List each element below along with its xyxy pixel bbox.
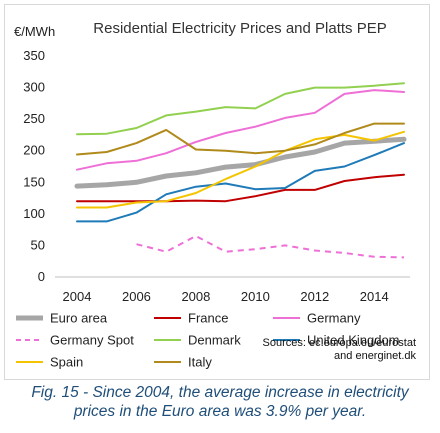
- y-tick-label: 300: [23, 80, 45, 95]
- y-axis-ticks: 0 50 100 150 200 250 300 350: [23, 48, 45, 284]
- x-tick-label: 2014: [360, 289, 389, 304]
- legend-label: Germany: [307, 311, 361, 326]
- y-tick-label: 0: [38, 269, 45, 284]
- y-tick-label: 150: [23, 174, 45, 189]
- series-line-germany-spot: [136, 235, 405, 259]
- y-tick-label: 50: [31, 237, 45, 252]
- chart-title: Residential Electricity Prices and Platt…: [93, 20, 386, 37]
- series-line-spain: [76, 130, 405, 209]
- x-tick-label: 2012: [300, 289, 329, 304]
- series-line-denmark: [76, 82, 405, 136]
- caption-line-2: prices in the Euro area was 3.9% per yea…: [73, 403, 367, 420]
- series-line-germany: [76, 89, 405, 171]
- x-axis-ticks: 2004 2006 2008 2010 2012 2014: [63, 289, 389, 304]
- y-tick-label: 250: [23, 111, 45, 126]
- series-line-united-kingdom: [76, 142, 405, 223]
- y-axis-label: €/MWh: [14, 24, 55, 39]
- x-tick-label: 2006: [122, 289, 151, 304]
- source-note-line1: Sources: ec.europa.eu/eurostat: [263, 337, 416, 349]
- y-tick-label: 350: [23, 48, 45, 63]
- legend-label: Italy: [188, 355, 212, 370]
- caption-line-1: Fig. 15 - Since 2004, the average increa…: [31, 384, 409, 401]
- source-note-line2: and energinet.dk: [334, 350, 416, 362]
- series-line-euro-area: [74, 136, 407, 189]
- legend-label: Euro area: [50, 311, 108, 326]
- y-tick-label: 200: [23, 143, 45, 158]
- legend-label: Spain: [50, 355, 83, 370]
- series-lines: [74, 82, 407, 259]
- chart-frame: Residential Electricity Prices and Platt…: [4, 4, 430, 380]
- x-tick-label: 2008: [181, 289, 210, 304]
- line-chart: Residential Electricity Prices and Platt…: [14, 20, 416, 370]
- series-line-france: [76, 173, 405, 203]
- legend-label: Denmark: [188, 333, 241, 348]
- legend: Euro area France Germany Germany Spot Denmar…: [16, 311, 400, 370]
- legend-label: France: [188, 311, 228, 326]
- figure-caption: Fig. 15 - Since 2004, the average increa…: [0, 383, 440, 421]
- x-tick-label: 2004: [63, 289, 92, 304]
- y-tick-label: 100: [23, 206, 45, 221]
- legend-label: United Kingdom: [307, 333, 400, 348]
- series-line-italy: [76, 122, 405, 156]
- x-tick-label: 2010: [241, 289, 270, 304]
- legend-label: Germany Spot: [50, 333, 134, 348]
